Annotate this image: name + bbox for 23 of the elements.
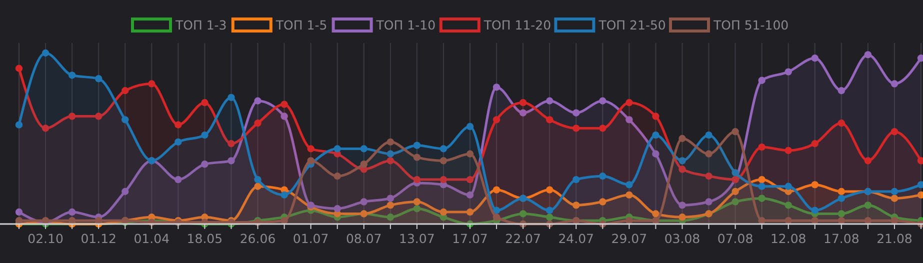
- x-tick-label: 29.07: [611, 231, 648, 246]
- x-tick-label: 01.07: [292, 231, 329, 246]
- x-tick-label: 26.06: [240, 231, 276, 246]
- legend-label: ТОП 51-100: [712, 18, 789, 32]
- x-tick-label: 13.07: [399, 231, 435, 246]
- legend-label: ТОП 21-50: [598, 18, 666, 32]
- x-tick-label: 02.10: [28, 231, 64, 246]
- x-tick-label: 21.08: [876, 231, 912, 246]
- legend-label: ТОП 1-3: [174, 18, 227, 32]
- x-tick-label: 22.07: [505, 231, 541, 246]
- x-tick-label: 07.08: [717, 231, 754, 246]
- x-tick-label: 01.12: [80, 231, 116, 246]
- x-tick-label: 01.04: [134, 231, 170, 246]
- x-tick-label: 03.08: [664, 231, 700, 246]
- x-tick-label: 24.07: [558, 231, 594, 246]
- legend-label: ТОП 1-10: [375, 18, 436, 32]
- legend-label: ТОП 1-5: [274, 18, 328, 32]
- x-tick-label: 08.07: [346, 231, 382, 246]
- x-tick-label: 17.08: [824, 231, 860, 246]
- legend-label: ТОП 11-20: [482, 18, 552, 32]
- x-tick-label: 17.07: [452, 231, 488, 246]
- x-tick-label: 12.08: [770, 231, 806, 246]
- x-tick-label: 18.05: [186, 231, 223, 246]
